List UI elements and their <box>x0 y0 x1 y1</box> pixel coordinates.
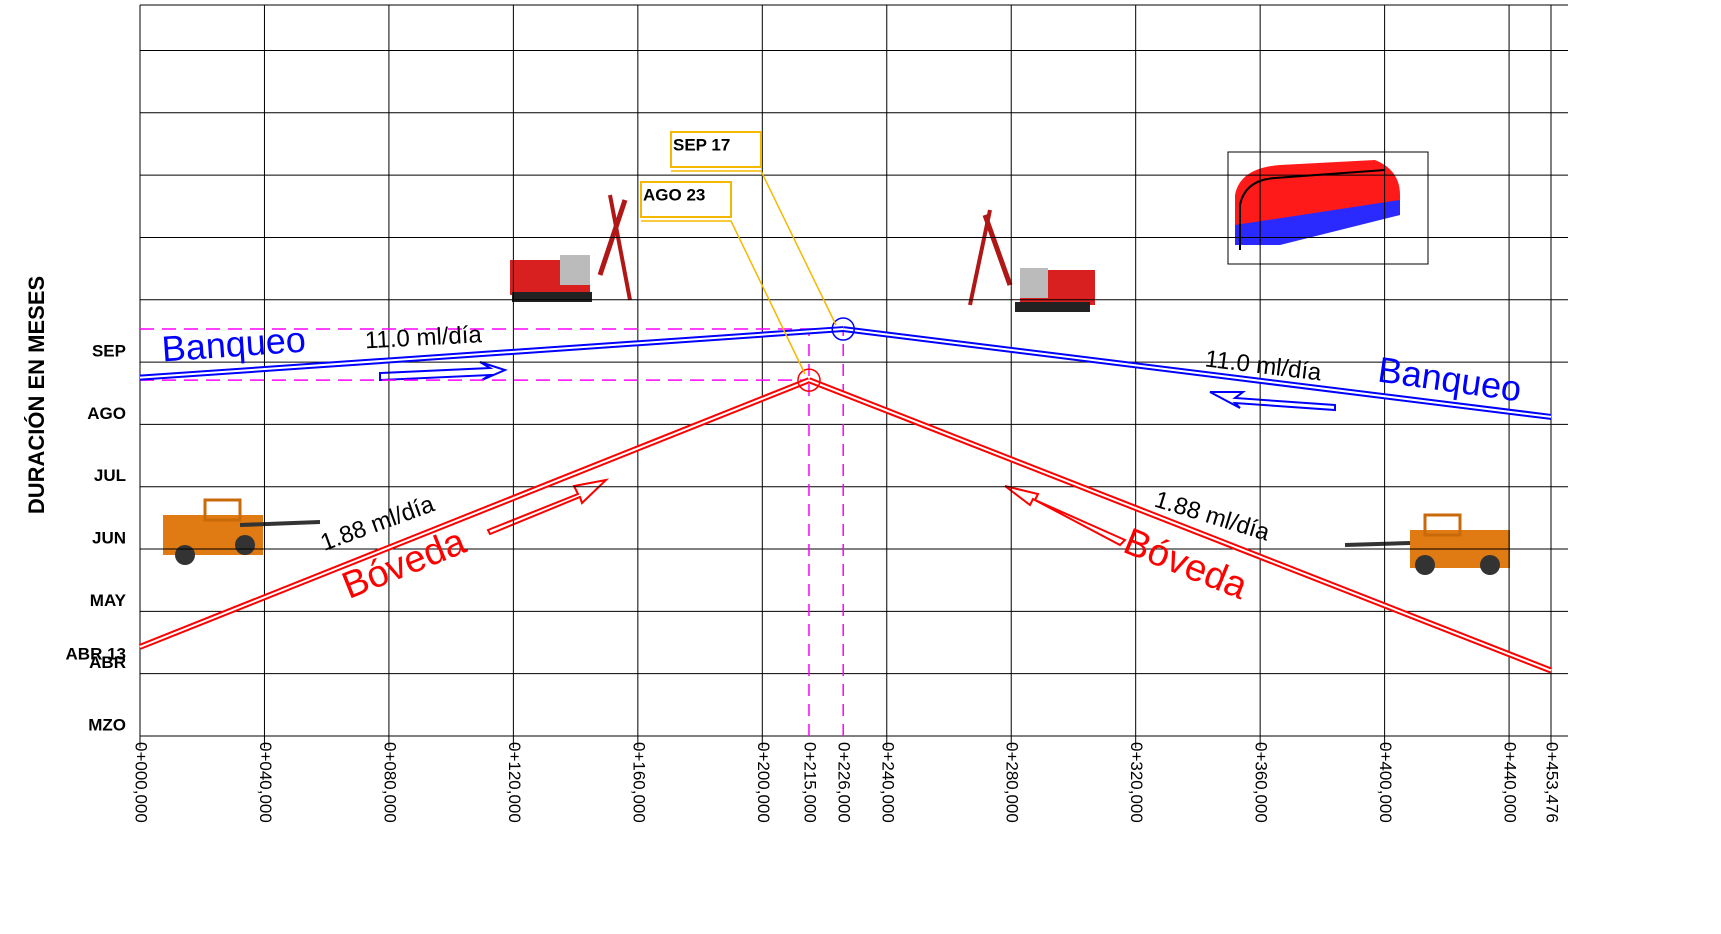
x-tick-label: 0+040,000 <box>256 742 275 823</box>
annotation-leader <box>671 170 837 326</box>
x-tick-label: 0+240,000 <box>878 742 897 823</box>
x-tick-label: 0+160,000 <box>629 742 648 823</box>
x-tick-label: 0+320,000 <box>1127 742 1146 823</box>
x-tick-label: 0+200,000 <box>754 742 773 823</box>
x-tick-label: 0+440,000 <box>1501 742 1520 823</box>
y-tick-label: ABR <box>89 653 126 672</box>
peak-marker <box>797 368 821 392</box>
x-tick-label: 0+226,000 <box>835 742 854 823</box>
annotation-box <box>640 181 732 218</box>
annotation: 11.0 ml/día <box>364 321 483 354</box>
annotation: SEP 17 <box>673 135 730 154</box>
peak-marker <box>831 317 855 341</box>
jumbo-left <box>163 498 321 565</box>
series-line-inner <box>808 379 1552 672</box>
drill-right <box>968 209 1095 312</box>
x-tick-label: 0+120,000 <box>505 742 524 823</box>
drill-left <box>510 194 632 302</box>
y-tick-label: AGO <box>87 404 126 423</box>
y-tick-label: JUL <box>94 466 126 485</box>
annotation-box <box>670 131 762 168</box>
x-tick-label: 0+453,476 <box>1543 742 1562 823</box>
series-label: Banqueo <box>160 319 307 370</box>
annotation: AGO 23 <box>643 185 705 204</box>
x-tick-label: 0+280,000 <box>1003 742 1022 823</box>
direction-arrows <box>379 361 1336 547</box>
x-tick-label: 0+360,000 <box>1252 742 1271 823</box>
x-tick-label: 0+400,000 <box>1376 742 1395 823</box>
y-tick-label: SEP <box>92 342 126 361</box>
y-tick-label: ABR 13 <box>66 644 126 663</box>
y-tick-label: JUN <box>92 529 126 548</box>
series-line-inner <box>139 328 844 379</box>
series-line-inner <box>843 328 1552 418</box>
x-tick-label: 0+000,000 <box>132 742 151 823</box>
jumbo-right <box>1344 513 1510 575</box>
tunnel-section-icon <box>1227 151 1429 265</box>
x-tick-label: 0+080,000 <box>380 742 399 823</box>
annotation-leader <box>641 220 806 375</box>
y-axis-title: DURACIÓN EN MESES <box>24 276 49 514</box>
x-tick-label: 0+215,000 <box>800 742 819 823</box>
series-line-inner <box>139 379 810 648</box>
y-tick-label: MZO <box>88 715 126 734</box>
y-tick-label: MAY <box>90 591 127 610</box>
